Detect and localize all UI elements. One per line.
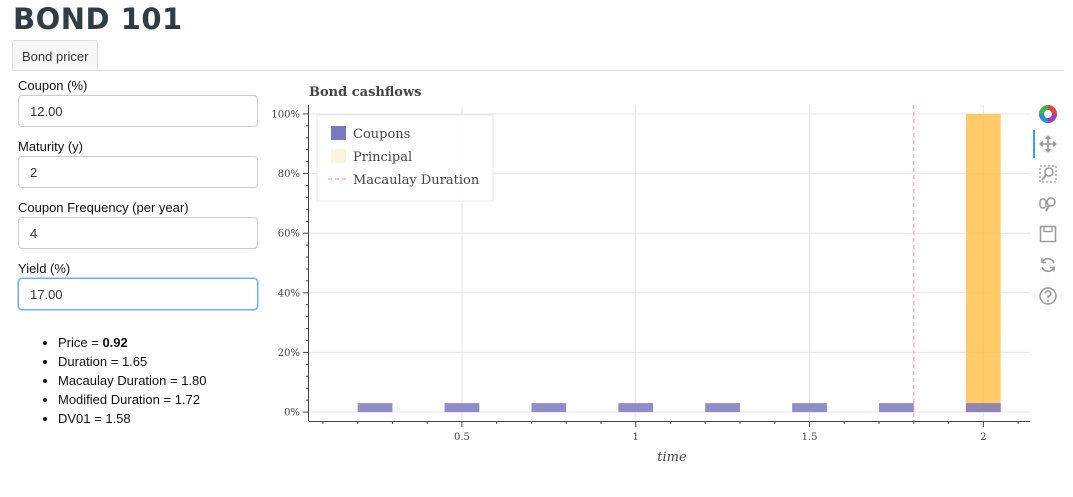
bokeh-logo-icon[interactable] [1038,104,1058,124]
metric-price: Price = 0.92 [58,333,207,352]
metric-duration: Duration = 1.65 [58,352,207,371]
x-tick-label-0: 0.5 [454,432,470,443]
metric-macaulay-duration: Macaulay Duration = 1.80 [58,371,207,390]
y-tick-label-2: 40% [278,288,300,299]
maturity-input[interactable] [18,156,258,188]
coupon-bar [531,403,567,413]
price-label: Price = [58,335,103,350]
y-tick-label-0: 0% [284,408,300,419]
coupon-bar [444,403,480,413]
save-icon[interactable] [1038,224,1058,244]
frequency-input[interactable] [18,217,258,249]
price-value: 0.92 [102,335,128,350]
box-zoom-icon[interactable] [1038,164,1058,184]
chart-toolbar [1032,100,1064,310]
coupon-bar [705,403,741,413]
legend-swatch-coupons [331,126,346,140]
yield-input[interactable] [18,278,258,310]
yield-label: Yield (%) [18,261,71,276]
legend-label-coupons: Coupons [353,127,410,142]
tab-bond-pricer[interactable]: Bond pricer [12,40,99,70]
active-tool-indicator [1033,130,1035,158]
chart-legend: Coupons Principal Macaulay Duration [316,114,494,202]
coupon-bar [792,403,827,413]
y-tick-label-1: 20% [278,348,300,359]
coupon-input[interactable] [18,95,258,127]
frequency-label: Coupon Frequency (per year) [18,200,189,215]
y-tick-label-3: 60% [278,229,300,240]
metric-dv01: DV01 = 1.58 [58,409,207,428]
metrics-list: Price = 0.92 Duration = 1.65 Macaulay Du… [40,333,207,428]
x-axis-label: time [657,450,687,465]
legend-label-principal: Principal [353,150,412,165]
maturity-label: Maturity (y) [18,139,83,154]
y-tick-label-5: 100% [271,109,300,120]
chart-title: Bond cashflows [309,85,421,100]
legend-label-macaulay: Macaulay Duration [353,173,480,188]
x-tick-label-3: 2 [980,432,986,443]
metric-modified-duration: Modified Duration = 1.72 [58,390,207,409]
help-icon[interactable] [1038,286,1058,306]
coupon-label: Coupon (%) [18,78,88,93]
coupon-bar [357,403,393,413]
legend-box [316,114,494,202]
x-tick-label-2: 1.5 [802,432,818,443]
coupon-bar [879,403,914,413]
bond-cashflows-chart[interactable]: Bond cashflows 0.5 1 1.5 20%20%40%60%80%100… [262,76,1030,476]
x-tick-label-1: 1 [633,432,639,443]
pan-icon[interactable] [1038,134,1058,154]
y-tick-label-4: 80% [278,169,300,180]
coupon-bar [618,403,654,413]
wheel-zoom-icon[interactable] [1038,194,1058,214]
reset-icon[interactable] [1038,255,1058,275]
tab-bar: Bond pricer [12,40,1064,71]
legend-swatch-principal [331,149,346,163]
coupon-bar [965,403,1001,413]
app-title: BOND 101 [13,2,183,36]
principal-bar [965,113,1001,413]
